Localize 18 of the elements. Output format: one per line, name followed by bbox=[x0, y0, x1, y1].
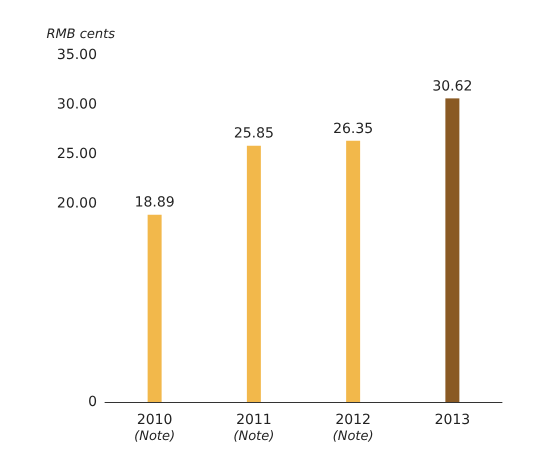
y-tick-label: 35.00 bbox=[56, 47, 97, 63]
bar bbox=[445, 98, 460, 402]
y-tick-label: 20.00 bbox=[56, 196, 97, 212]
data-label: 25.85 bbox=[234, 126, 274, 142]
data-label: 18.89 bbox=[134, 194, 175, 211]
y-tick-label: 30.00 bbox=[56, 96, 97, 113]
x-tick-label: 2010 (Note) bbox=[134, 412, 176, 444]
y-tick-label: 25.00 bbox=[56, 146, 97, 162]
bar bbox=[246, 146, 261, 402]
y-tick-label: 0 bbox=[88, 394, 97, 410]
bar bbox=[346, 140, 360, 402]
data-label: 26.35 bbox=[333, 120, 374, 137]
x-tick-label: 2011 (Note) bbox=[233, 412, 274, 444]
x-tick-label: 2012 (Note) bbox=[332, 412, 374, 444]
bar bbox=[148, 214, 162, 402]
y-axis-title: RMB cents bbox=[46, 27, 116, 42]
x-tick-label: 2013 bbox=[434, 412, 470, 428]
data-label: 30.62 bbox=[432, 78, 472, 94]
